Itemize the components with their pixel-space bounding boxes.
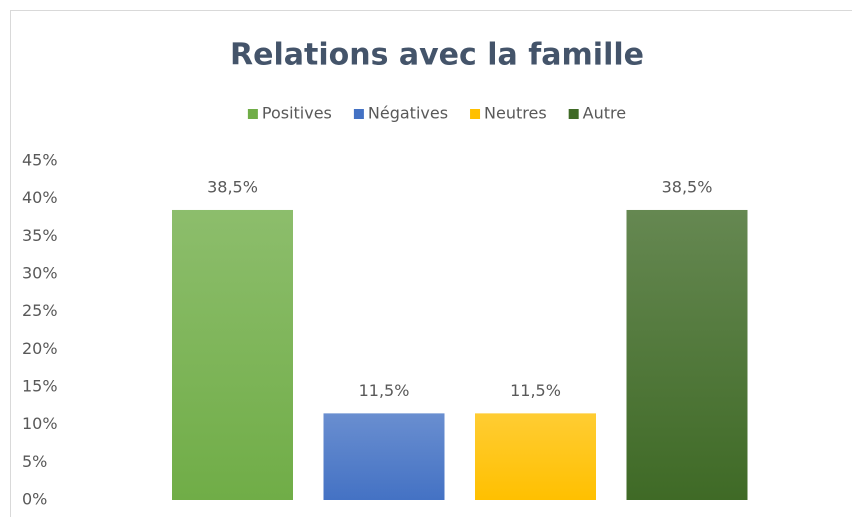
data-label: 38,5% (207, 177, 258, 196)
bar (475, 413, 596, 500)
legend-item: Autre (568, 104, 626, 123)
y-tick-label: 30% (22, 264, 58, 283)
legend-swatch (470, 109, 481, 119)
legend-item: Positives (247, 104, 332, 123)
y-tick-label: 15% (22, 377, 58, 396)
y-tick-label: 10% (22, 414, 58, 433)
y-tick-label: 45% (22, 151, 58, 170)
bar (172, 209, 293, 500)
y-tick-label: 5% (22, 452, 47, 471)
legend-label: Positives (262, 104, 332, 123)
legend-item: Négatives (353, 104, 448, 123)
legend-swatch (353, 109, 364, 119)
bar (626, 209, 748, 500)
bar (323, 413, 445, 500)
legend-label: Négatives (368, 104, 448, 123)
legend-label: Neutres (484, 104, 547, 123)
data-label: 38,5% (662, 177, 713, 196)
y-tick-label: 20% (22, 339, 58, 358)
data-label: 11,5% (510, 381, 561, 400)
legend-item: Neutres (470, 104, 547, 123)
legend-swatch (568, 109, 579, 119)
y-tick-label: 40% (22, 188, 58, 207)
legend-swatch (247, 109, 258, 119)
y-tick-label: 25% (22, 301, 58, 320)
y-tick-label: 0% (22, 490, 47, 509)
legend-label: Autre (583, 104, 626, 123)
data-label: 11,5% (359, 381, 410, 400)
y-tick-label: 35% (22, 226, 58, 245)
chart-title: Relations avec la famille (230, 38, 644, 73)
